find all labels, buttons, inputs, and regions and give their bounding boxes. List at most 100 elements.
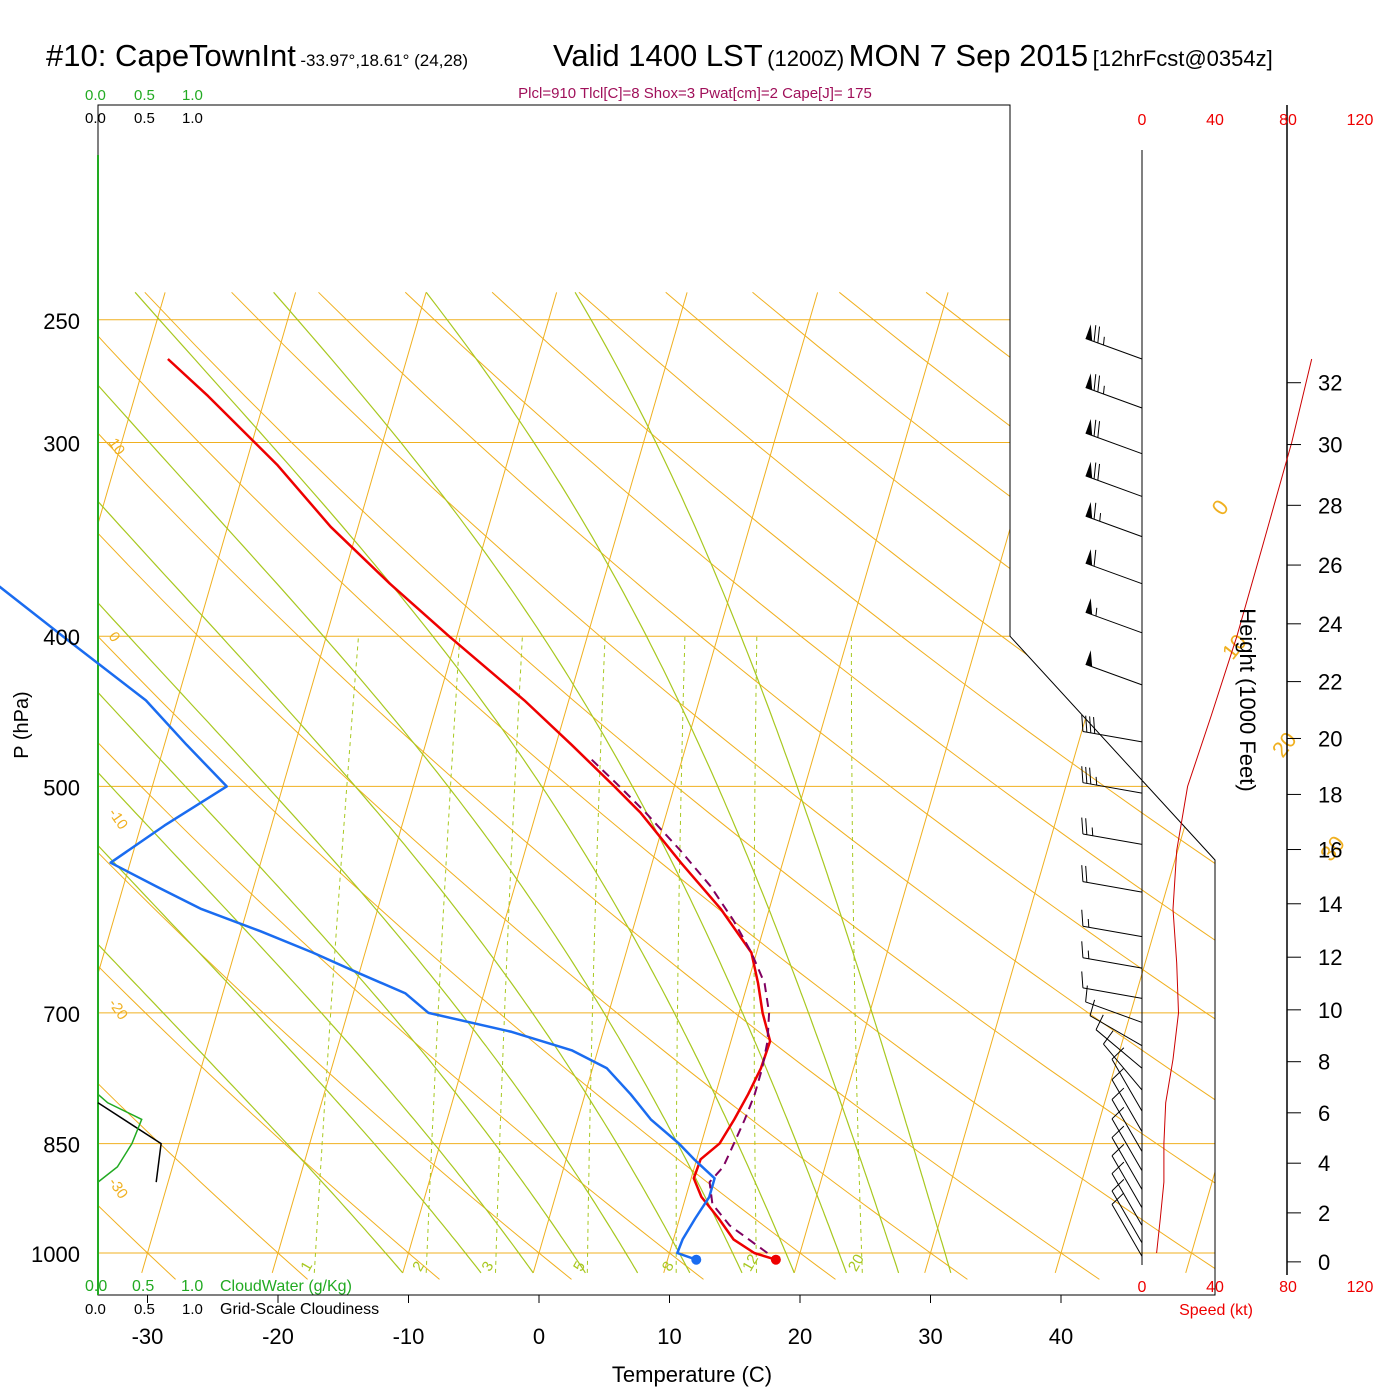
wind-barb	[1081, 909, 1143, 938]
speed-top-label-0: 0	[1138, 112, 1147, 129]
wind-barb	[1111, 1067, 1143, 1132]
isotherm-0	[532, 292, 819, 1274]
moist-adiabat-0	[98, 291, 534, 1274]
barb-staff	[1111, 1204, 1143, 1257]
y-tick-label: 700	[43, 1002, 80, 1027]
mixing-ratio-label: 12	[739, 1251, 762, 1274]
dry-adiabat-10	[98, 291, 704, 1280]
barb-pennant	[1085, 650, 1093, 667]
dry-adiabat-130	[752, 291, 1215, 1280]
barb-full	[1081, 941, 1084, 958]
barb-full	[1085, 985, 1088, 1002]
isotherm--10	[402, 292, 688, 1274]
dry-adiabat-30	[98, 291, 968, 1280]
barb-pennant	[1085, 324, 1093, 341]
height-tick-label: 8	[1318, 1050, 1330, 1075]
barb-full	[1089, 767, 1092, 785]
bottom-green-label-1: 0.5	[132, 1278, 154, 1295]
dry-adiabat-100	[491, 291, 1215, 1280]
bottom-black-label-1: 0.5	[134, 1301, 155, 1318]
chart-title: #10: CapeTownInt -33.97°,18.61° (24,28)	[46, 38, 468, 74]
cloudiness-line	[97, 1102, 162, 1183]
moist-adiabat--4	[98, 291, 482, 1274]
height-tick-label: 12	[1318, 945, 1342, 970]
barb-staff	[1095, 1029, 1143, 1069]
temperature-line	[167, 358, 777, 1261]
y-axis-title: P (hPa)	[11, 691, 33, 758]
isotherm-label: -20	[105, 996, 131, 1024]
isotherm--50	[98, 292, 166, 1274]
top-black-label-1: 0.5	[134, 110, 155, 127]
wind-barb	[1111, 1143, 1143, 1209]
wind-barb	[1111, 1087, 1143, 1152]
wind-barb	[1085, 985, 1143, 1023]
isotherm-10	[663, 292, 949, 1274]
wind-barb	[1111, 1192, 1143, 1257]
isotherm-label-right: 0	[1207, 495, 1234, 520]
barb-full	[1103, 1030, 1114, 1045]
bottom-green-label-0: 0.0	[85, 1278, 107, 1295]
barb-staff	[1085, 432, 1143, 455]
mixing-ratio-2	[425, 636, 461, 1273]
mixing-ratio-5	[586, 636, 606, 1273]
wind-barb	[1085, 549, 1143, 585]
barb-pennant	[1085, 502, 1093, 519]
barb-full	[1093, 374, 1097, 391]
wind-barbs	[1081, 150, 1143, 1265]
wind-barb	[1085, 502, 1143, 538]
wind-barb	[1085, 650, 1143, 686]
height-tick-label: 10	[1318, 998, 1342, 1023]
valid-time: Valid 1400 LST (1200Z) MON 7 Sep 2015 [1…	[553, 38, 1273, 74]
barb-pennant	[1085, 461, 1093, 479]
moist-adiabat--10	[98, 291, 404, 1274]
dry-adiabat-60	[144, 291, 1215, 1280]
barb-full	[1097, 421, 1101, 438]
mixing-ratio-label: 3	[478, 1259, 497, 1275]
barb-staff	[1082, 782, 1143, 794]
y-tick-label: 300	[43, 432, 80, 457]
barb-staff	[1085, 562, 1143, 585]
background-grid: 10 0 -10 -20 -30	[0, 291, 1215, 1280]
barb-full	[1081, 971, 1084, 988]
barb-full	[1093, 462, 1097, 480]
height-tick-label: 4	[1318, 1151, 1330, 1176]
barb-half	[1102, 336, 1105, 346]
isotherm--20	[271, 292, 558, 1274]
x-tick-label: -20	[262, 1324, 294, 1349]
barb-full	[1111, 1161, 1125, 1174]
isotherm--60	[0, 292, 35, 1273]
wind-barb	[1085, 373, 1143, 409]
barb-full	[1111, 1047, 1125, 1060]
mixing-ratio-3	[495, 636, 523, 1273]
y-tick-label: 500	[43, 775, 80, 800]
barb-staff	[1111, 1137, 1143, 1190]
forecast-label: [12hrFcst@0354z]	[1092, 46, 1273, 71]
barb-full	[1097, 463, 1101, 481]
height-tick-label: 30	[1318, 433, 1342, 458]
moist-adiabat-16	[98, 291, 743, 1274]
height-axis-title: Height (1000 Feet)	[1235, 608, 1260, 791]
surface-temperature	[770, 1254, 781, 1265]
barb-staff	[1085, 1001, 1143, 1023]
height-tick-label: 24	[1318, 612, 1342, 637]
speed-bottom-label-2: 80	[1279, 1279, 1297, 1296]
wind-barb	[1081, 971, 1143, 999]
barb-full	[1081, 817, 1084, 835]
sounding-profiles	[0, 358, 781, 1265]
wind-barb	[1111, 1106, 1143, 1172]
height-tick-label: 32	[1318, 371, 1342, 396]
mixing-ratio-12	[753, 636, 758, 1273]
wind-barb	[1081, 766, 1143, 794]
barb-half	[1087, 918, 1090, 928]
wind-barb	[1095, 1014, 1143, 1069]
dry-adiabat-70	[231, 291, 1215, 1280]
barb-pennant	[1085, 598, 1093, 615]
dry-adiabat--10	[98, 292, 440, 1280]
date-label: MON 7 Sep 2015	[848, 38, 1089, 73]
moist-adiabat-20	[134, 291, 795, 1274]
barb-full	[1111, 1143, 1125, 1157]
height-tick-label: 0	[1318, 1250, 1330, 1275]
barb-half	[1095, 776, 1098, 786]
